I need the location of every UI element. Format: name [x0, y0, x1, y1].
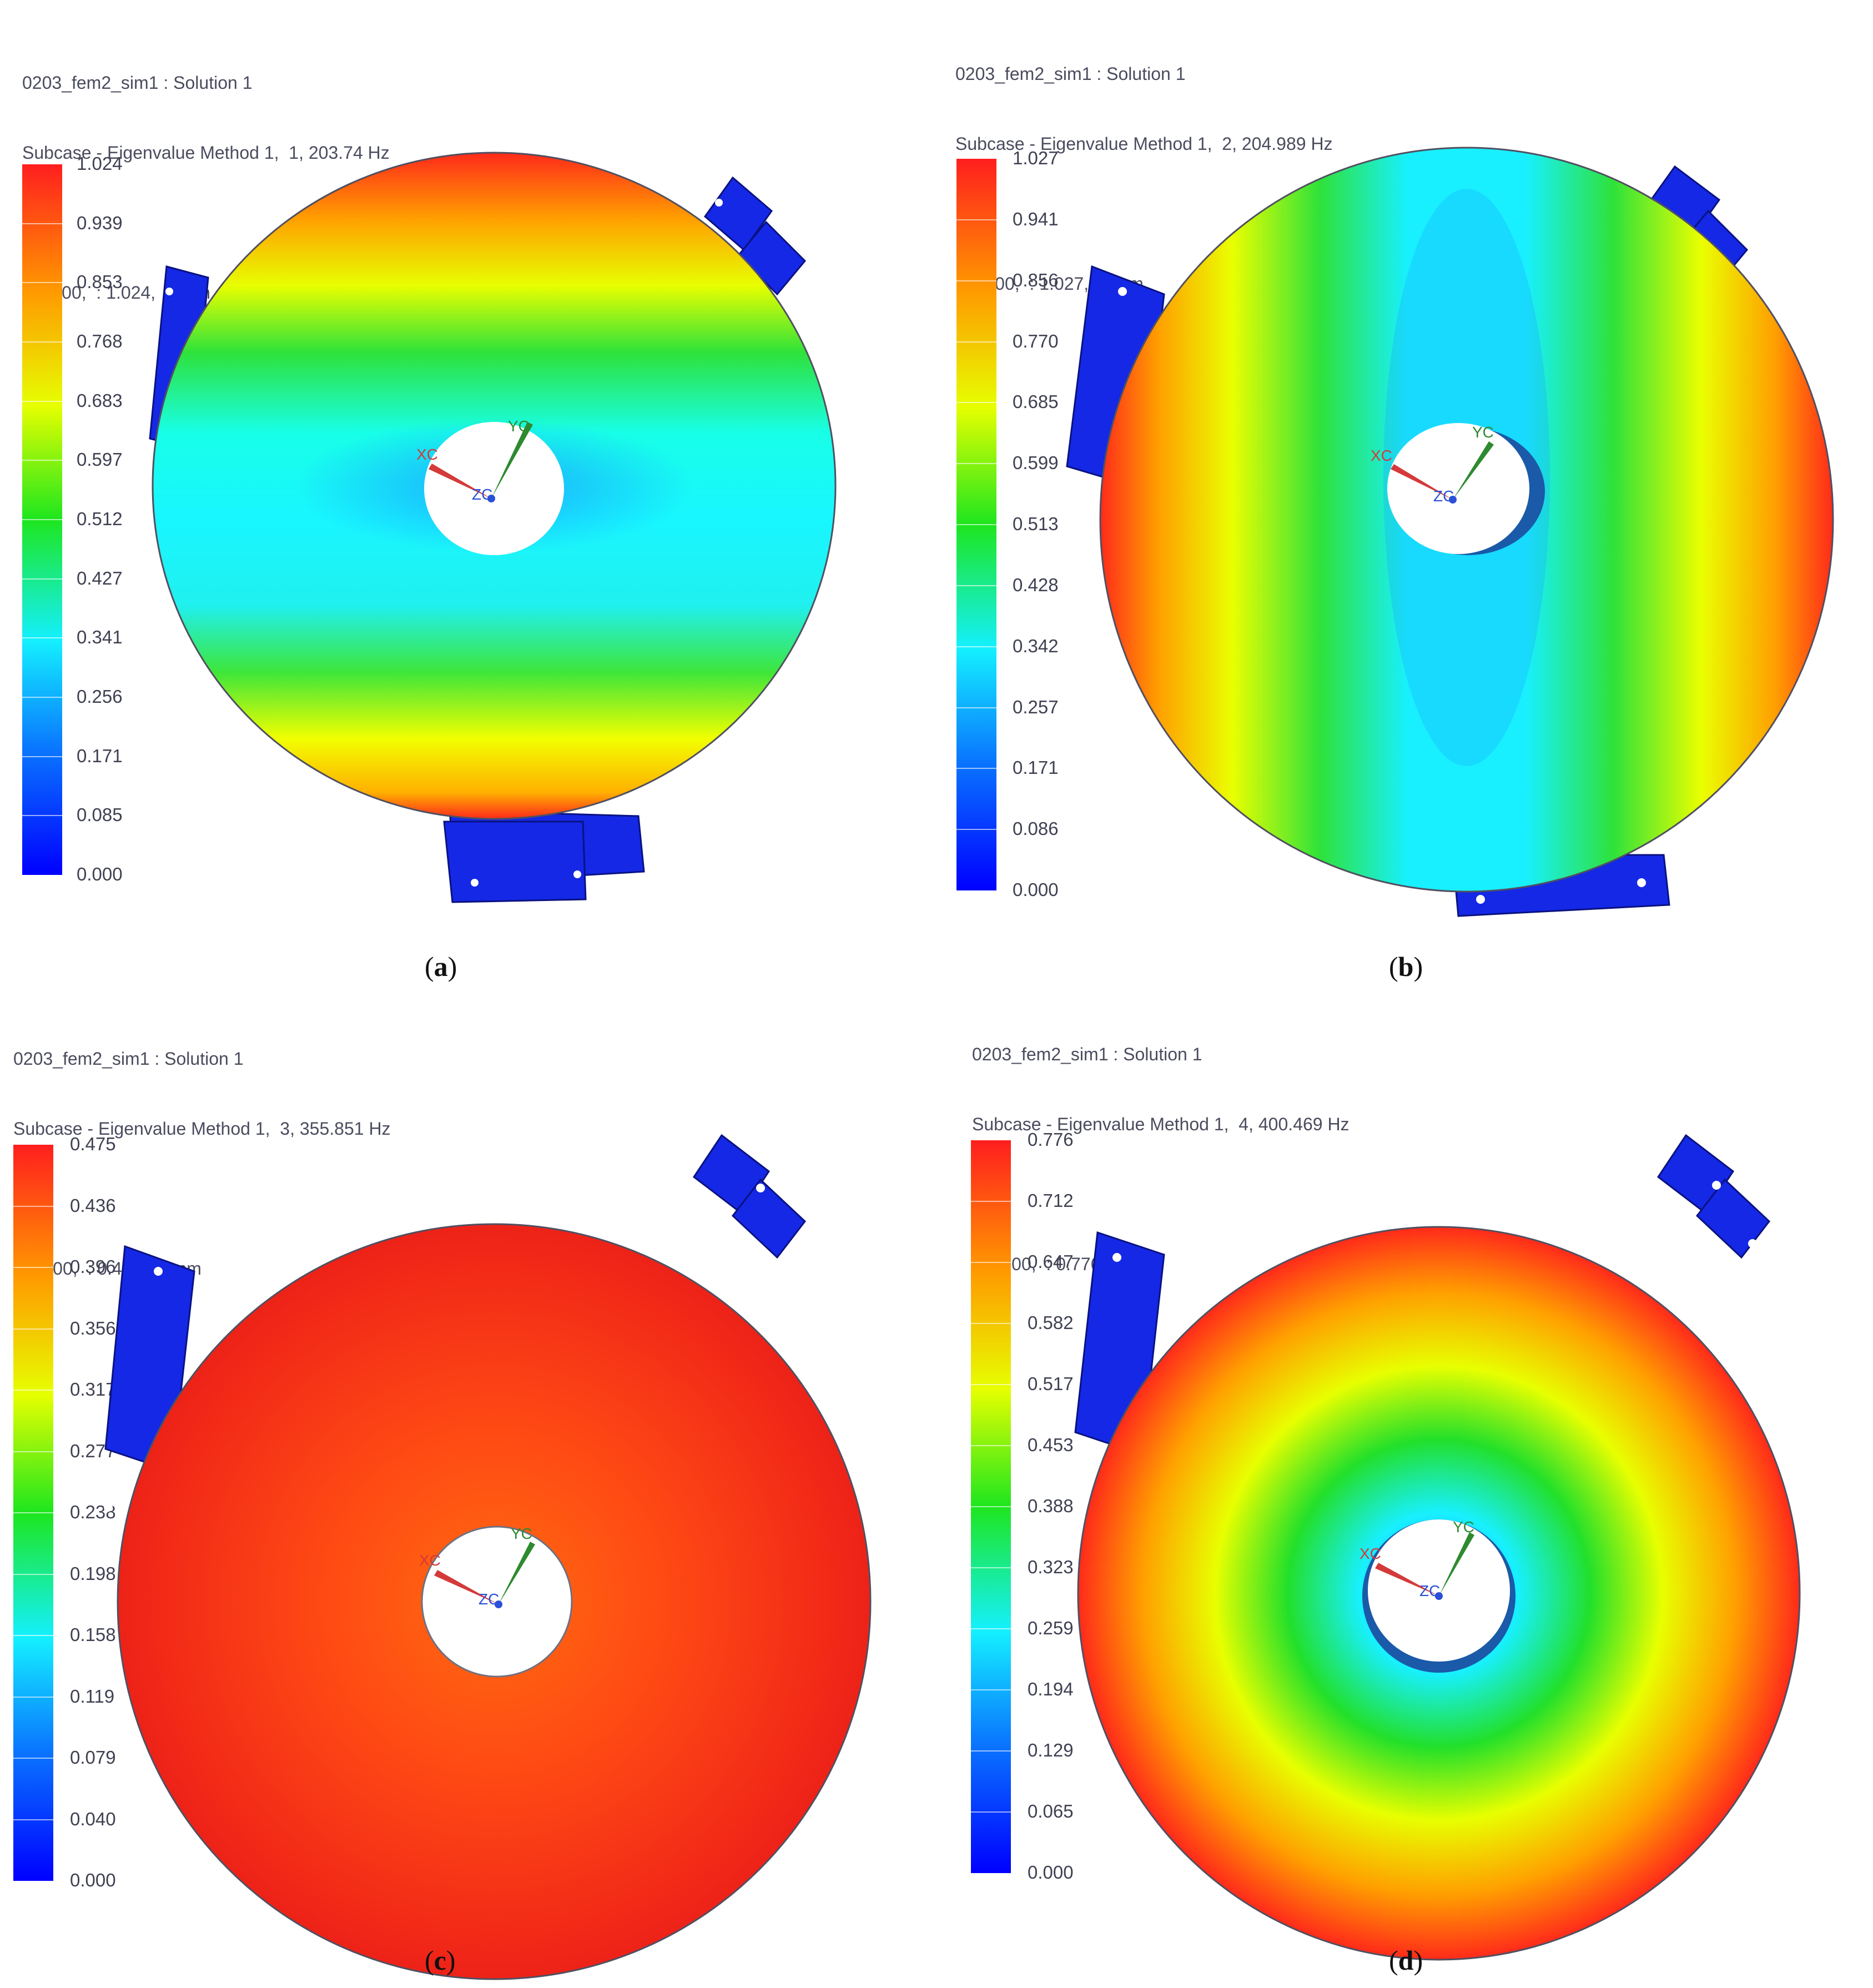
- legend-tick: 0.941: [1013, 209, 1059, 229]
- center-hole: [1387, 423, 1529, 554]
- legend-tick: 0.853: [77, 271, 123, 292]
- coordinate-triad: XC YC ZC: [416, 417, 533, 503]
- fe-model-view: XC YC ZC: [1074, 1134, 1801, 1961]
- legend-tick: 0.683: [77, 390, 123, 411]
- panel-caption: (b): [1389, 951, 1423, 982]
- legend-tick: 0.171: [1013, 757, 1059, 778]
- panel-c: 0203_fem2_sim1 : Solution 1 Subcase - Ei…: [0, 994, 936, 1988]
- legend-tick: 0.079: [70, 1747, 116, 1768]
- legend-tick: 0.647: [1028, 1251, 1074, 1272]
- legend-tick: 0.597: [77, 449, 123, 470]
- legend-tick: 0.856: [1013, 270, 1059, 290]
- legend-tick: 0.770: [1013, 331, 1059, 351]
- triad-y-label: YC: [511, 1525, 532, 1542]
- legend-tick: 0.065: [1028, 1801, 1074, 1821]
- panel-b: 0203_fem2_sim1 : Solution 1 Subcase - Ei…: [936, 0, 1873, 994]
- legend-tick: 0.428: [1013, 575, 1059, 595]
- result-header: 0203_fem2_sim1 : Solution 1 Subcase - Ei…: [955, 16, 1333, 412]
- solution-title: 0203_fem2_sim1 : Solution 1: [13, 1049, 244, 1069]
- legend-tick: 0.000: [77, 864, 123, 884]
- triad-x-label: XC: [1360, 1545, 1381, 1562]
- legend-tick: 0.317: [70, 1379, 116, 1400]
- legend-tick: 0.323: [1028, 1557, 1074, 1577]
- legend-tick: 0.119: [70, 1686, 115, 1707]
- legend-tick: 0.000: [1013, 879, 1059, 900]
- legend-tick: 0.436: [70, 1195, 116, 1216]
- triad-x-label: XC: [1371, 447, 1392, 464]
- legend-tick: 0.342: [1013, 636, 1059, 656]
- legend-tick: 0.685: [1013, 391, 1059, 412]
- legend-tick: 0.475: [70, 1134, 116, 1154]
- subcase-line: Subcase - Eigenvalue Method 1, 2, 204.98…: [955, 134, 1333, 154]
- legend-tick: 0.129: [1028, 1740, 1074, 1760]
- legend-tick: 0.198: [70, 1563, 116, 1584]
- legend-tick: 0.085: [77, 804, 123, 825]
- solution-title: 0203_fem2_sim1 : Solution 1: [972, 1044, 1202, 1064]
- legend-tick: 0.396: [70, 1256, 116, 1277]
- legend-tick: 0.259: [1028, 1618, 1074, 1638]
- triad-z-label: ZC: [472, 486, 492, 503]
- legend-tick: 0.712: [1028, 1190, 1074, 1211]
- triad-y-label: YC: [508, 417, 530, 435]
- fe-model-view: XC YC ZC: [149, 152, 837, 903]
- panel-caption: (a): [425, 951, 457, 982]
- legend-tick: 0.513: [1013, 514, 1059, 534]
- legend-tick: 0.256: [77, 686, 123, 707]
- triad-x-label: XC: [419, 1552, 441, 1569]
- legend-tick: 0.939: [77, 213, 123, 233]
- panel-caption: (c): [425, 1945, 456, 1976]
- coordinate-triad: XC YC ZC: [1371, 424, 1494, 505]
- legend-tick: 0.257: [1013, 697, 1059, 717]
- panel-caption: (d): [1389, 1945, 1423, 1976]
- triad-z-label: ZC: [479, 1591, 499, 1608]
- legend-tick: 0.582: [1028, 1312, 1074, 1333]
- subcase-line: Subcase - Eigenvalue Method 1, 4, 400.46…: [972, 1114, 1350, 1134]
- legend-tick: 0.453: [1028, 1435, 1074, 1455]
- legend-tick: 0.356: [70, 1318, 116, 1338]
- color-legend-bar: [971, 1140, 1011, 1873]
- color-legend-bar: [13, 1145, 53, 1881]
- legend-tick: 0.517: [1028, 1373, 1074, 1394]
- color-legend-bar: [956, 159, 996, 890]
- legend-tick: 0.341: [77, 627, 123, 647]
- legend-tick: 1.027: [1013, 148, 1059, 168]
- legend-tick: 0.427: [77, 568, 123, 588]
- triad-x-label: XC: [416, 446, 438, 463]
- color-legend-bar: [22, 164, 62, 875]
- legend-tick: 0.194: [1028, 1679, 1074, 1699]
- triad-z-label: ZC: [1433, 487, 1454, 505]
- coordinate-triad: XC YC ZC: [419, 1525, 535, 1608]
- legend-tick: 0.158: [70, 1624, 116, 1645]
- legend-tick: 0.000: [1028, 1862, 1074, 1883]
- legend-tick: 0.768: [77, 331, 123, 351]
- solution-title: 0203_fem2_sim1 : Solution 1: [955, 64, 1186, 84]
- triad-z-label: ZC: [1419, 1582, 1440, 1599]
- legend-tick: 0.776: [1028, 1129, 1074, 1150]
- legend-tick: 0.388: [1028, 1496, 1074, 1516]
- panel-d: 0203_fem2_sim1 : Solution 1 Subcase - Ei…: [936, 994, 1873, 1988]
- subcase-line: Subcase - Eigenvalue Method 1, 1, 203.74…: [22, 143, 390, 163]
- center-hole: [424, 422, 564, 555]
- panel-a: 0203_fem2_sim1 : Solution 1 Subcase - Ei…: [0, 0, 936, 994]
- legend-tick: 0.599: [1013, 452, 1059, 473]
- center-hole: [1368, 1519, 1510, 1662]
- legend-tick: 0.040: [70, 1809, 116, 1829]
- triad-y-label: YC: [1453, 1518, 1474, 1536]
- fe-model-view: XC YC ZC: [1066, 147, 1834, 917]
- solution-title: 0203_fem2_sim1 : Solution 1: [22, 73, 253, 93]
- legend-tick: 0.000: [70, 1870, 116, 1890]
- legend-tick: 0.171: [77, 746, 123, 766]
- legend-tick: 0.086: [1013, 818, 1059, 839]
- fe-model-view: XC YC ZC: [104, 1134, 872, 1980]
- legend-tick: 1.024: [77, 153, 123, 174]
- triad-y-label: YC: [1472, 424, 1494, 441]
- subcase-line: Subcase - Eigenvalue Method 1, 3, 355.85…: [13, 1119, 391, 1139]
- coordinate-triad: XC YC ZC: [1360, 1518, 1474, 1600]
- legend-tick: 0.512: [77, 509, 123, 529]
